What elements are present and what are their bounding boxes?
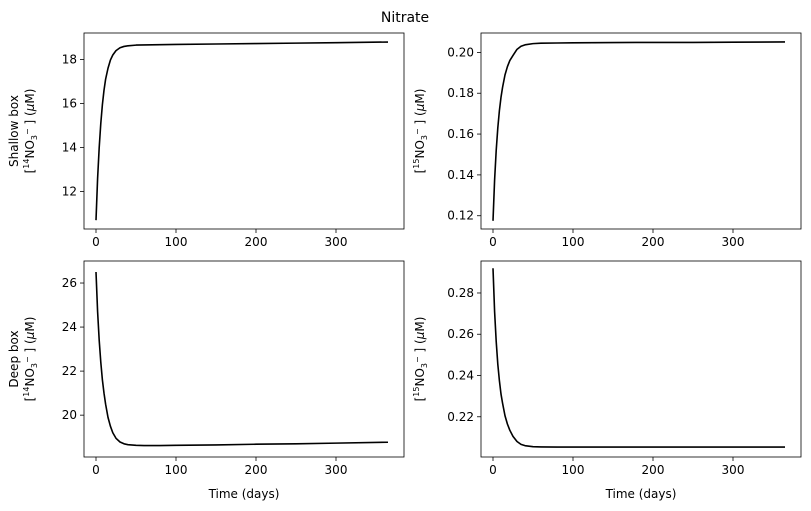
y-tick-label: 0.16 [447, 127, 474, 141]
y-tick-label: 0.24 [447, 369, 474, 383]
y-axis-label: [15NO3− ] (μM) [412, 89, 429, 174]
y-tick-label: 24 [62, 320, 77, 334]
x-tick-label: 0 [489, 235, 497, 249]
x-tick-label: 300 [325, 235, 348, 249]
x-tick-label: 0 [92, 463, 100, 477]
y-tick-label: 0.22 [447, 410, 474, 424]
y-tick-label: 20 [62, 408, 77, 422]
y-tick-label: 16 [62, 96, 77, 110]
y-tick-label: 0.18 [447, 86, 474, 100]
x-tick-label: 100 [562, 235, 585, 249]
series-line [492, 268, 785, 448]
y-tick-label: 22 [62, 364, 77, 378]
x-axis-label: Time (days) [208, 487, 280, 501]
axes-frame [480, 32, 802, 230]
axes-frame [83, 32, 405, 230]
y-tick-label: 12 [62, 185, 77, 199]
figure-title: Nitrate [381, 10, 429, 26]
y-axis-box-label: Deep box [7, 330, 21, 387]
series-line [492, 41, 786, 221]
y-axis-label: [14NO3− ] (μM) [22, 89, 39, 174]
x-tick-label: 0 [489, 463, 497, 477]
y-tick-label: 18 [62, 52, 77, 66]
x-tick-label: 100 [165, 235, 188, 249]
x-tick-label: 200 [245, 235, 268, 249]
x-tick-label: 100 [165, 463, 188, 477]
x-tick-label: 0 [92, 235, 100, 249]
y-tick-label: 14 [62, 141, 77, 155]
y-tick-label: 0.28 [447, 286, 474, 300]
axes-frame [83, 260, 405, 458]
y-tick-label: 26 [62, 276, 77, 290]
series-line [95, 271, 389, 447]
y-tick-label: 0.26 [447, 327, 474, 341]
y-axis-box-label: Shallow box [7, 95, 21, 167]
x-tick-label: 300 [325, 463, 348, 477]
x-tick-label: 100 [562, 463, 585, 477]
y-axis-label: [15NO3− ] (μM) [412, 317, 429, 402]
axes-frame [480, 260, 802, 458]
panel-1: 0 100 200 300 12 14 16 18 Shallow box[14NO3− ] (… [7, 32, 405, 249]
x-tick-label: 300 [722, 463, 745, 477]
panel-4: 0 100 200 300 0.22 0.24 0.26 0.28 Time (days) [15… [412, 260, 802, 501]
x-tick-label: 200 [245, 463, 268, 477]
y-tick-label: 0.20 [447, 45, 474, 59]
panel-3: 0 100 200 300 20 22 24 26 Time (days) Deep box[14… [7, 260, 405, 501]
y-axis-label: [14NO3− ] (μM) [22, 317, 39, 402]
x-axis-label: Time (days) [605, 487, 677, 501]
x-tick-label: 200 [642, 463, 665, 477]
y-tick-label: 0.12 [447, 209, 474, 223]
y-tick-label: 0.14 [447, 168, 474, 182]
panel-2: 0 100 200 300 0.12 0.14 0.16 0.18 0.20 [15NO3− ] … [412, 32, 802, 249]
series-line [95, 41, 389, 221]
x-tick-label: 200 [642, 235, 665, 249]
x-tick-label: 300 [722, 235, 745, 249]
